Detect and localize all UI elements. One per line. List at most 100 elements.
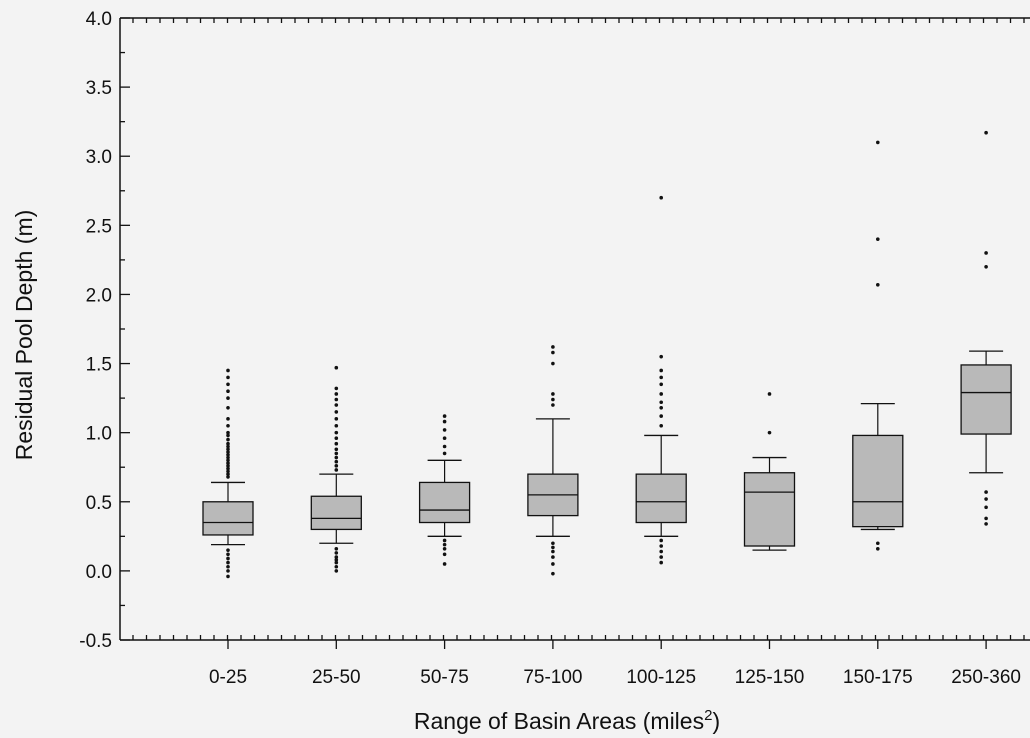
box-125-150 (743, 472, 796, 547)
outlier-point (226, 472, 230, 476)
outlier-point (659, 560, 663, 565)
outlier-point (984, 522, 988, 526)
x-axis-title-main: Range of Basin Areas (miles (414, 708, 704, 734)
outlier-point (334, 403, 339, 407)
x-axis-title-superscript: 2 (704, 707, 712, 724)
x-axis-title: Range of Basin Areas (miles2) (414, 707, 720, 734)
x-tick-label: 150-175 (843, 667, 913, 688)
outlier-point (226, 375, 230, 380)
outlier-point (659, 544, 663, 548)
outlier-point (226, 552, 230, 557)
x-tick-label: 75-100 (523, 667, 582, 688)
outlier-point (334, 560, 339, 565)
outlier-point (551, 345, 555, 349)
outlier-point (334, 397, 339, 402)
outlier-point (226, 458, 230, 463)
outlier-point (334, 569, 339, 573)
y-tick-label: 0.0 (86, 562, 112, 583)
outlier-point (226, 464, 230, 468)
outlier-point (551, 571, 555, 576)
outlier-point (442, 419, 447, 424)
outlier-point (767, 430, 772, 435)
outlier-point (767, 392, 772, 396)
outlier-point (226, 450, 230, 454)
box-100-125 (635, 473, 687, 524)
outlier-point (226, 437, 230, 442)
outlier-point (984, 505, 988, 510)
outlier-point (334, 365, 339, 370)
outlier-point (659, 195, 663, 200)
x-axis-title-end: ) (712, 708, 720, 734)
box-250-360 (960, 364, 1012, 435)
outlier-point (984, 497, 988, 501)
x-tick-label: 250-360 (951, 667, 1021, 688)
outlier-point (226, 564, 230, 569)
outlier-point (226, 382, 230, 387)
box-150-175 (852, 434, 904, 528)
outlier-point (226, 452, 230, 457)
outlier-point (334, 410, 339, 414)
outlier-point (334, 447, 339, 452)
plot-area: -0.5 0.0 0.5 1.0 1.5 2.0 2.5 3.0 3.5 4.0 0-25 25-50… (79, 9, 1030, 688)
outlier-point (984, 265, 988, 269)
outlier-point (226, 466, 230, 471)
outlier-point (659, 354, 663, 359)
outlier-point (226, 441, 230, 446)
outlier-point (226, 389, 230, 394)
outlier-point (551, 392, 555, 396)
outlier-point (442, 542, 447, 547)
outlier-point (226, 423, 230, 428)
y-axis-title: Residual Pool Depth (m) (11, 210, 37, 461)
x-tick-label: 50-75 (420, 667, 469, 688)
outlier-point (334, 455, 339, 460)
y-tick-label: 3.0 (86, 147, 112, 168)
outlier-point (659, 400, 663, 405)
y-tick-label: 2.0 (86, 285, 112, 306)
outlier-point (659, 392, 663, 396)
box-0-25 (202, 501, 254, 536)
outlier-point (226, 396, 230, 400)
outlier-point (659, 549, 663, 554)
box-50-75 (418, 481, 471, 524)
outlier-point (659, 382, 663, 387)
y-tick-label: 3.5 (86, 78, 112, 99)
outlier-point (334, 392, 339, 396)
outlier-point (334, 386, 339, 391)
outlier-point (551, 555, 555, 559)
outlier-point (551, 361, 555, 366)
outlier-point (226, 444, 230, 449)
y-tick-label: 1.5 (86, 355, 112, 376)
outlier-point (442, 538, 447, 543)
y-tick-label: 0.5 (86, 493, 112, 514)
outlier-point (984, 251, 988, 255)
outlier-point (659, 375, 663, 380)
outlier-point (442, 436, 447, 440)
outlier-point (659, 405, 663, 410)
outlier-point (876, 541, 880, 546)
outlier-point (442, 562, 447, 566)
outlier-point (226, 433, 230, 438)
outlier-point (226, 556, 230, 561)
x-tick-label: 25-50 (312, 667, 361, 688)
outlier-point (334, 551, 339, 555)
outlier-point (334, 464, 339, 468)
outlier-point (551, 350, 555, 355)
outlier-point (226, 430, 230, 435)
outlier-point (659, 368, 663, 373)
y-tick-label: 1.0 (86, 424, 112, 445)
outlier-point (334, 459, 339, 464)
outlier-point (334, 436, 339, 440)
outlier-point (226, 405, 230, 410)
outlier-point (551, 545, 555, 550)
outlier-point (226, 455, 230, 460)
outlier-point (442, 414, 447, 418)
outlier-point (226, 475, 230, 479)
y-tick-label: -0.5 (79, 631, 112, 652)
outlier-point (442, 546, 447, 551)
outlier-point (659, 538, 663, 543)
outlier-point (334, 564, 339, 569)
outlier-point (226, 469, 230, 474)
y-tick-label: 2.5 (86, 216, 112, 237)
outlier-point (551, 562, 555, 566)
outlier-point (334, 430, 339, 435)
